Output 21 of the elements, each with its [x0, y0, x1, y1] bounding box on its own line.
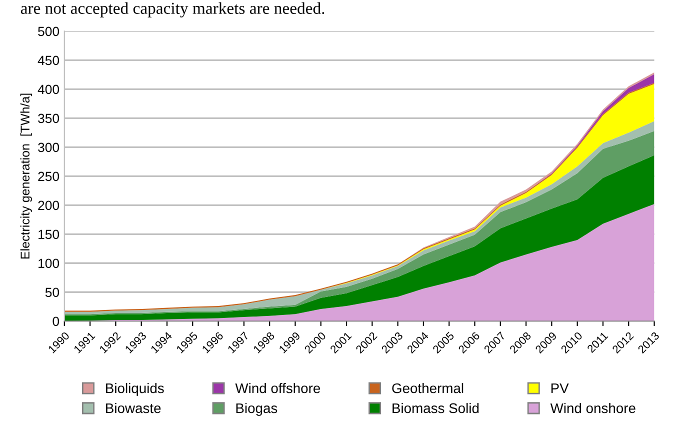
y-tick-label: 0: [52, 316, 60, 326]
y-tick-label: 150: [38, 230, 60, 240]
legend-label: Biowaste: [106, 402, 161, 414]
legend-label: Geothermal: [392, 382, 464, 394]
legend-label: Biomass Solid: [392, 402, 479, 414]
y-tick-label: 50: [45, 288, 60, 298]
y-tick-label: 300: [38, 142, 60, 152]
legend-label: Wind offshore: [235, 382, 320, 394]
y-tick-label: 200: [38, 200, 60, 210]
legend-label: PV: [551, 383, 569, 394]
legend-label: Biogas: [236, 402, 278, 416]
legend-label: Bioliquids: [106, 382, 164, 396]
y-tick-label: 350: [38, 114, 60, 124]
y-tick-label: 400: [38, 84, 60, 94]
y-tick-label: 450: [38, 56, 60, 66]
y-tick-label: 250: [38, 172, 60, 182]
y-tick-label: 100: [38, 258, 60, 268]
y-axis-title: Electricity generation [TWh/a]: [20, 94, 32, 259]
text: are not accepted capacity markets are needed.: [20, 2, 324, 18]
y-tick-label: 500: [38, 26, 60, 36]
legend-label: Wind onshore: [550, 402, 636, 414]
